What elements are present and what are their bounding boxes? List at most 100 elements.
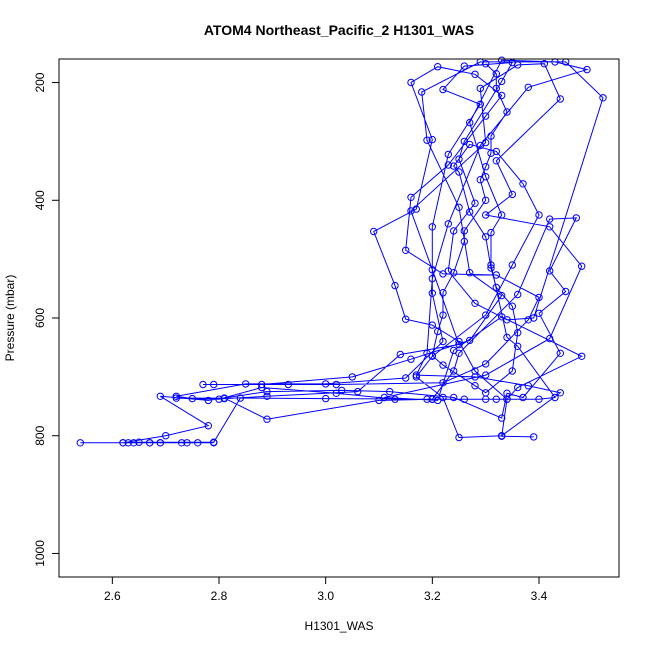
data-point — [487, 132, 495, 140]
data-point — [210, 380, 218, 389]
data-point — [428, 223, 436, 231]
data-point — [498, 291, 506, 300]
data-point — [188, 394, 197, 403]
data-point — [407, 207, 415, 215]
data-point — [524, 382, 532, 390]
data-point — [354, 387, 362, 396]
data-point — [439, 311, 447, 319]
data-point — [428, 289, 436, 297]
plot-frame — [58, 58, 620, 578]
data-point — [476, 141, 484, 150]
data-point — [439, 270, 447, 278]
data-point — [322, 394, 330, 403]
data-point — [519, 393, 527, 402]
data-point — [492, 157, 500, 165]
data-point — [332, 380, 340, 389]
data-point — [210, 438, 218, 446]
data-point — [498, 77, 506, 86]
data-point — [514, 383, 522, 392]
data-point — [508, 367, 516, 375]
data-point — [172, 394, 181, 402]
x-tick-label: 2.8 — [211, 589, 228, 603]
data-point — [434, 327, 442, 336]
y-tick-label: 200 — [33, 72, 47, 92]
data-point — [455, 203, 463, 212]
data-point — [530, 314, 538, 322]
data-point — [162, 432, 170, 440]
data-point — [498, 211, 506, 219]
data-point — [471, 70, 479, 79]
data-point — [482, 360, 490, 368]
data-point — [428, 274, 436, 283]
y-tick-label: 1000 — [33, 540, 47, 567]
data-point — [284, 380, 292, 389]
data-point — [444, 161, 452, 169]
data-point — [418, 88, 426, 96]
data-point — [476, 176, 484, 184]
data-point — [407, 355, 415, 363]
data-point — [466, 336, 474, 345]
x-axis-label: H1301_WAS — [305, 619, 374, 633]
data-point — [508, 261, 516, 269]
data-point — [460, 62, 468, 70]
data-point — [487, 228, 495, 237]
data-point — [450, 162, 458, 170]
data-point — [178, 439, 186, 447]
data-point — [514, 342, 522, 350]
data-point — [508, 302, 516, 310]
data-point — [439, 393, 447, 402]
data-point — [439, 361, 447, 369]
y-tick-label: 400 — [33, 190, 47, 210]
data-point — [492, 147, 500, 156]
data-point — [124, 439, 133, 447]
data-point — [524, 316, 532, 324]
data-point — [428, 266, 436, 274]
data-point — [487, 264, 495, 272]
data-point — [76, 439, 85, 447]
data-point — [546, 215, 554, 223]
data-point — [460, 237, 468, 246]
data-point — [498, 414, 506, 422]
data-point — [423, 395, 431, 403]
data-point — [546, 334, 554, 343]
data-point — [540, 60, 548, 68]
data-point — [450, 227, 458, 235]
data-point — [263, 415, 271, 423]
data-point — [482, 60, 490, 68]
data-point — [556, 95, 564, 103]
data-point — [434, 62, 442, 71]
data-point — [370, 227, 378, 236]
data-point — [242, 380, 250, 388]
data-point — [514, 290, 522, 299]
data-point — [194, 439, 202, 447]
data-point — [583, 65, 591, 74]
data-point — [450, 367, 458, 375]
data-point — [535, 309, 543, 317]
data-point — [183, 439, 191, 447]
data-point — [471, 299, 479, 307]
data-point — [407, 78, 415, 87]
data-point — [439, 289, 447, 297]
data-point — [444, 220, 452, 228]
data-point — [460, 227, 468, 235]
data-point — [535, 395, 543, 403]
data-point — [482, 173, 490, 181]
data-point — [135, 438, 143, 446]
data-point — [466, 118, 474, 127]
data-point — [535, 211, 543, 219]
data-point — [258, 380, 266, 389]
data-point — [556, 389, 564, 397]
data-point — [348, 373, 356, 381]
data-point — [455, 433, 463, 442]
data-point — [546, 223, 554, 231]
data-point — [503, 389, 511, 397]
data-point — [455, 155, 463, 163]
data-point — [471, 373, 479, 381]
data-point — [524, 83, 532, 92]
data-point — [487, 261, 495, 269]
data-point — [258, 383, 266, 392]
data-point — [482, 196, 490, 205]
data-point — [396, 350, 404, 359]
data-point — [439, 379, 447, 387]
